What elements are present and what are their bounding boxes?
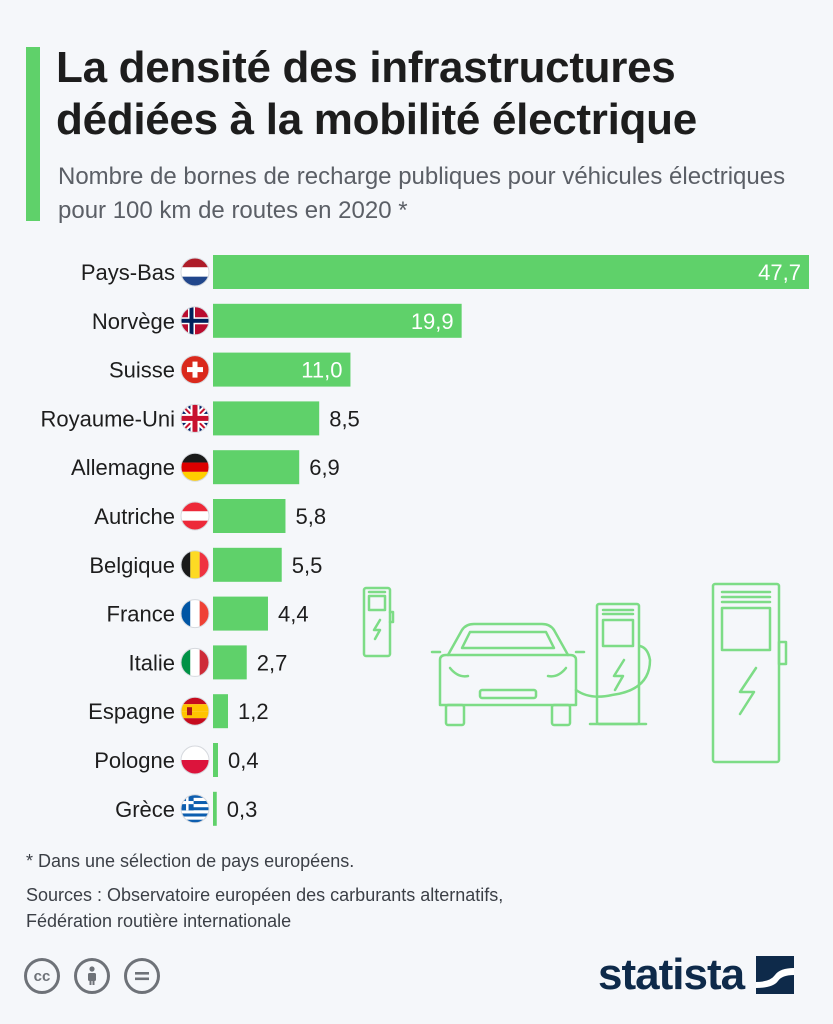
license-icons: cc (24, 958, 160, 994)
flag-france-icon (180, 599, 210, 629)
bar (213, 791, 217, 826)
bar (213, 401, 320, 436)
category-label: France (107, 602, 175, 627)
statista-mark-icon (756, 956, 795, 994)
statista-logo[interactable]: statista (598, 950, 795, 1000)
flag-germany-icon (180, 452, 210, 482)
flag-italy-icon (180, 647, 210, 677)
value-label: 47,7 (758, 260, 801, 285)
flag-austria-icon (180, 501, 210, 531)
value-label: 11,0 (301, 358, 342, 383)
bar (213, 547, 282, 582)
small-charger-icon (362, 586, 395, 658)
value-label: 5,8 (295, 504, 326, 529)
brand-name: statista (598, 950, 745, 999)
value-label: 0,4 (228, 748, 259, 773)
category-label: Norvège (92, 309, 175, 334)
flag-poland-icon (180, 745, 210, 775)
category-label: Grèce (115, 797, 175, 822)
chart-subtitle: Nombre de bornes de recharge publiques p… (58, 163, 786, 224)
value-label: 19,9 (411, 309, 454, 334)
bar (213, 450, 300, 485)
no-derivatives-icon[interactable] (124, 958, 160, 994)
category-label: Autriche (94, 504, 175, 529)
value-label: 6,9 (309, 455, 340, 480)
bar (213, 499, 286, 533)
value-label: 4,4 (278, 602, 309, 627)
bar (213, 694, 228, 729)
large-charger-icon (711, 582, 788, 764)
category-label: Suisse (109, 358, 175, 383)
car-icon (430, 622, 586, 727)
bar-row: Espagne 1,2 (88, 694, 269, 729)
flag-greece-icon (180, 794, 210, 824)
bar-row: Allemagne 6,9 (71, 450, 340, 485)
bar (213, 596, 268, 631)
bar-row: Autriche 5,8 (94, 499, 326, 533)
flag-belgium-icon (180, 550, 210, 580)
flag-norway-icon (180, 306, 210, 336)
bar-row: Royaume-Uni 8,5 (41, 401, 360, 436)
value-label: 0,3 (227, 797, 258, 822)
bar-row: France 4,4 (107, 596, 309, 631)
medium-charger-icon (588, 602, 648, 726)
charging-cable (574, 644, 652, 698)
bar-chart: Pays-Bas 47,7 Norvège 19,9 Suisse 11,0 Royaume… (41, 255, 809, 826)
bar-row: Pologne 0,4 (94, 743, 259, 777)
bar-row: Norvège 19,9 (92, 303, 462, 338)
bar (213, 303, 462, 338)
attribution-icon[interactable] (74, 958, 110, 994)
category-label: Pologne (94, 748, 175, 773)
bar-row: Italie 2,7 (129, 645, 288, 680)
category-label: Pays-Bas (81, 260, 175, 285)
category-label: Royaume-Uni (41, 406, 176, 431)
bar (213, 743, 218, 777)
chart-title: La densité des infrastructures dédiées à… (56, 43, 697, 144)
footnote: * Dans une sélection de pays européens. (26, 851, 355, 871)
category-label: Belgique (89, 553, 175, 578)
cc-icon[interactable]: cc (24, 958, 60, 994)
bar-row: Suisse 11,0 (109, 352, 351, 387)
flag-spain-icon (180, 696, 210, 726)
category-label: Allemagne (71, 455, 175, 480)
bar (213, 645, 247, 680)
category-label: Espagne (88, 699, 175, 724)
category-label: Italie (129, 650, 175, 675)
flag-united-kingdom-icon (180, 403, 210, 433)
flag-switzerland-icon (180, 355, 210, 385)
flag-netherlands-icon (180, 257, 210, 287)
bar-row: Belgique 5,5 (89, 547, 323, 582)
bar-row: Pays-Bas 47,7 (81, 255, 809, 289)
value-label: 8,5 (329, 406, 360, 431)
bar (213, 352, 351, 387)
title-accent-bar (26, 47, 40, 221)
bar-row: Grèce 0,3 (115, 791, 258, 826)
sources: Sources : Observatoire européen des carb… (26, 885, 504, 931)
value-label: 5,5 (292, 553, 323, 578)
value-label: 1,2 (238, 699, 269, 724)
value-label: 2,7 (257, 650, 288, 675)
bar (213, 255, 809, 289)
